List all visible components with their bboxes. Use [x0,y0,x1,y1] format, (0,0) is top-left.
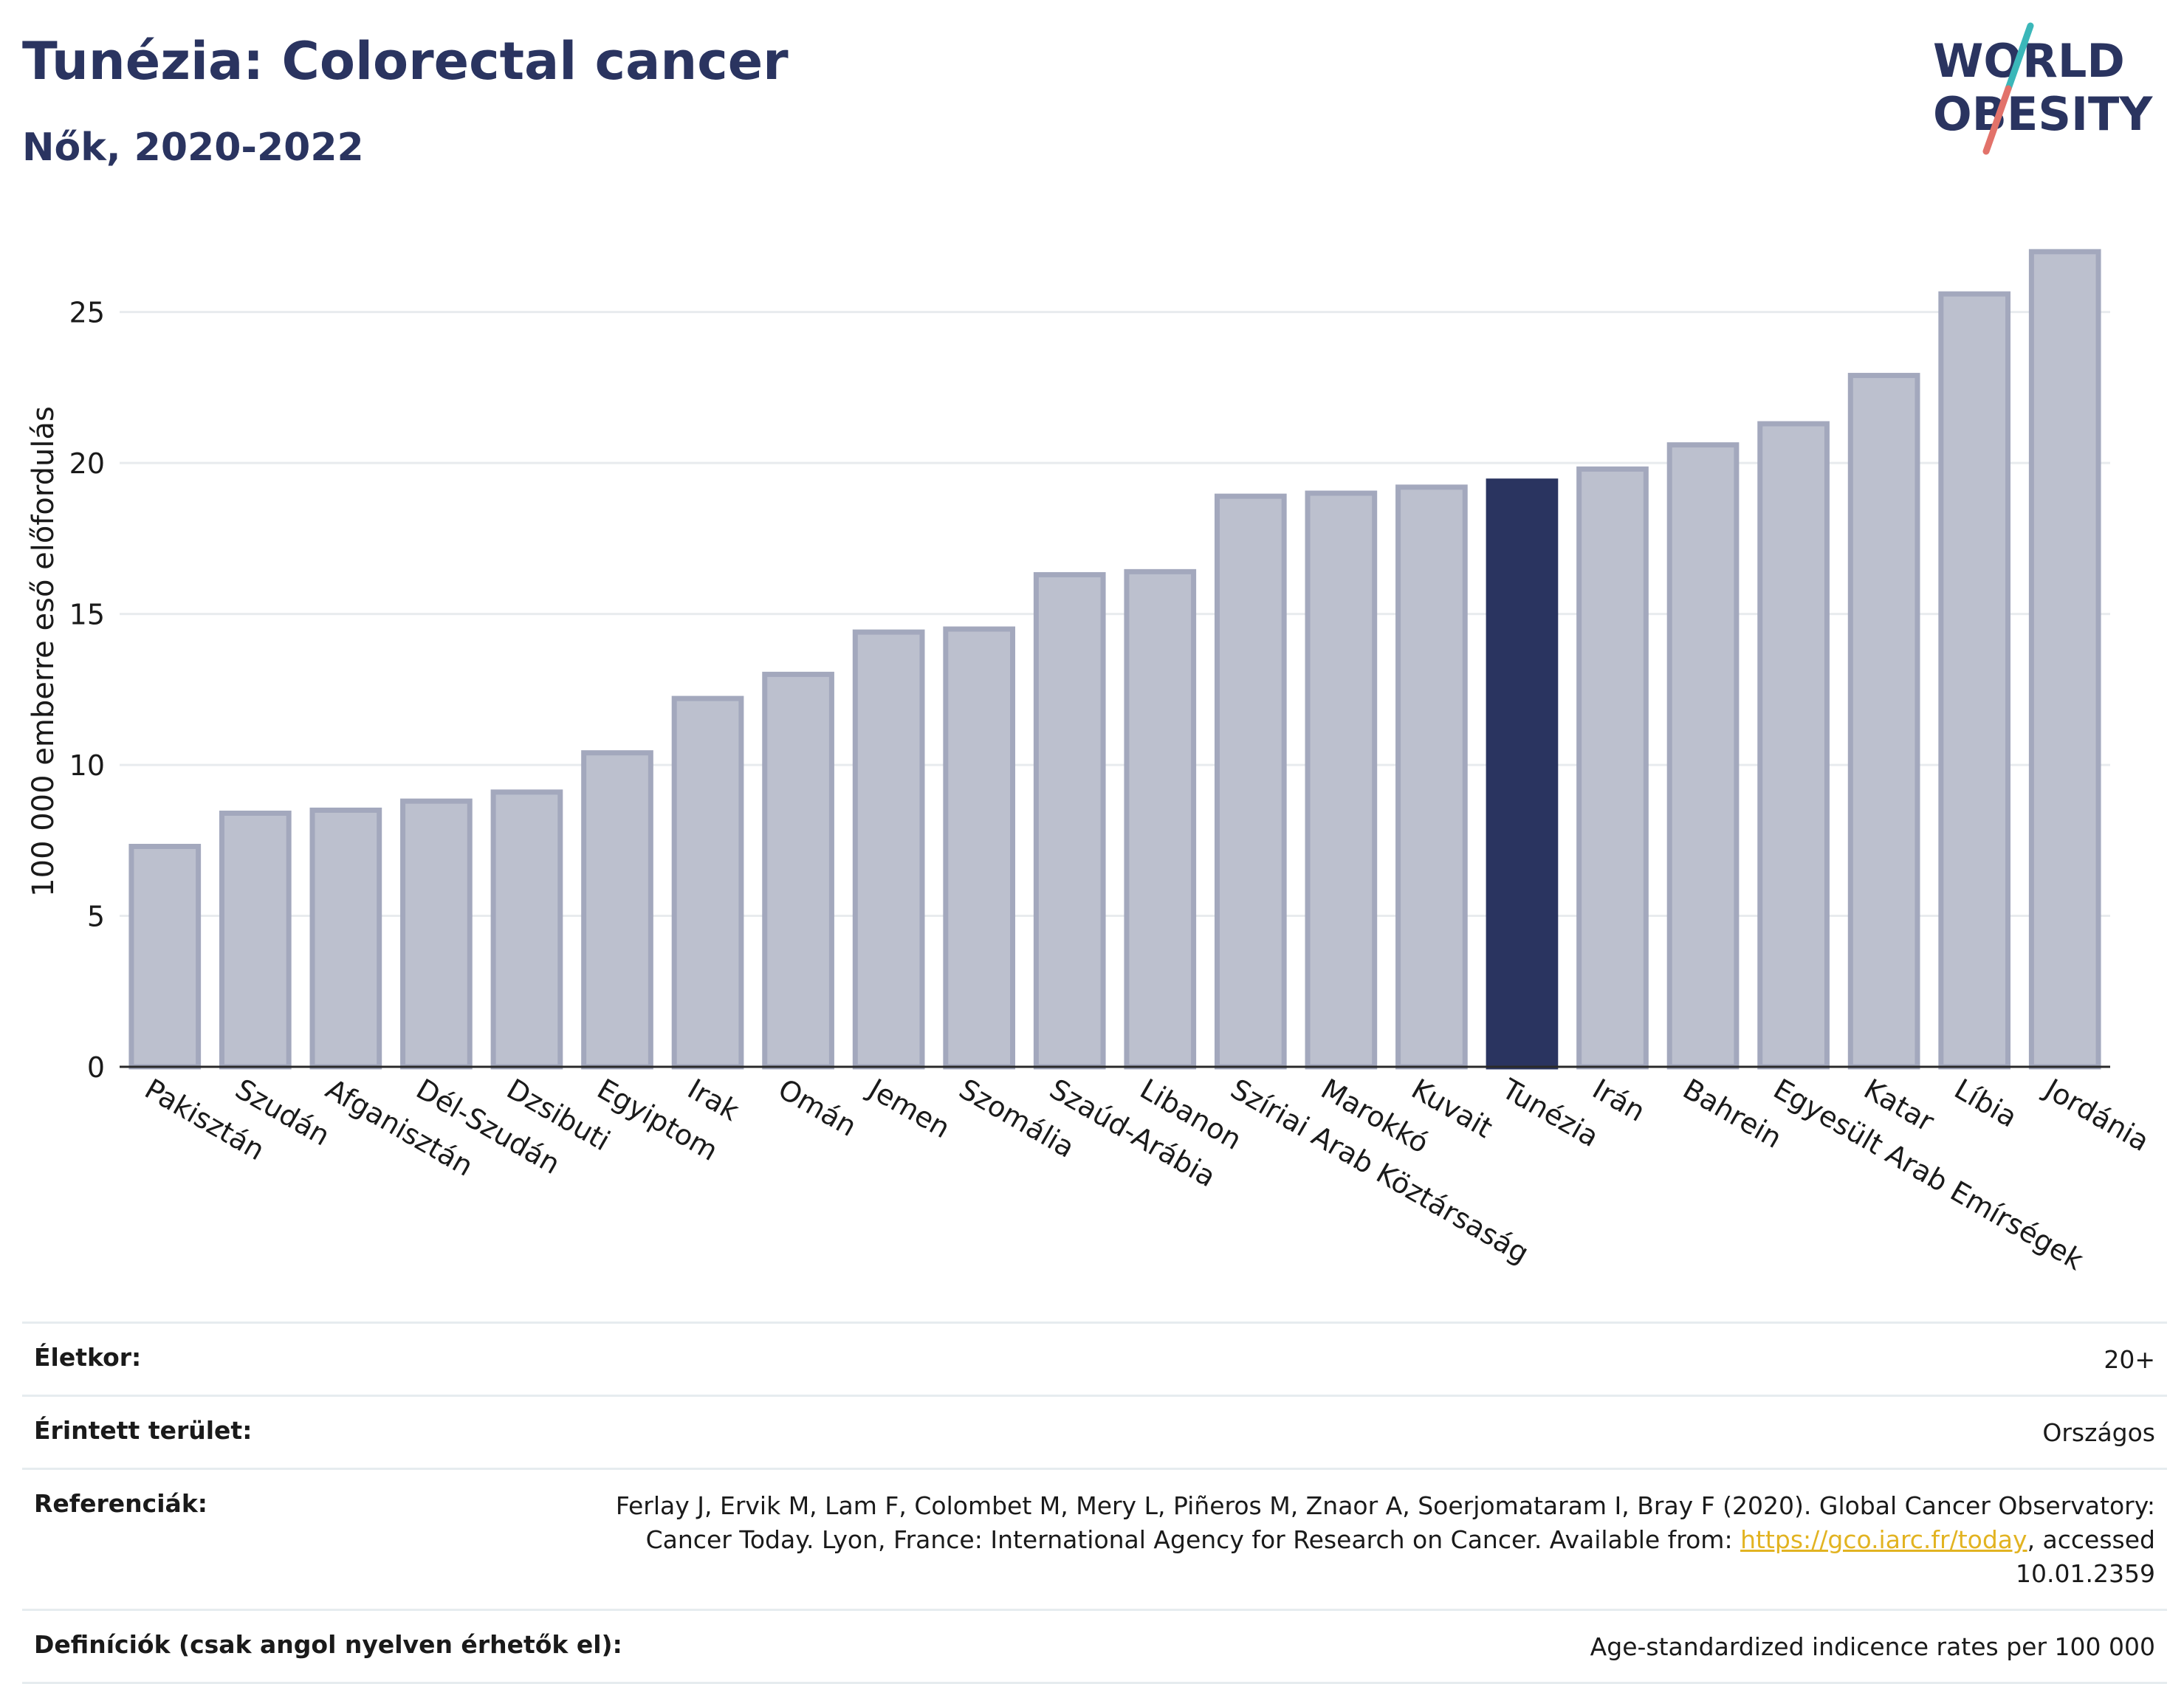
bar [1847,373,1920,1070]
info-label-definitions: Definíciók (csak angol nyelven érhetők e… [34,1630,622,1659]
bar [1666,442,1740,1070]
logo-text-obesity: OBESITY [1933,87,2153,141]
y-tick-label: 5 [87,901,105,933]
x-tick-label: Tunézia [1496,1072,1604,1153]
chart-title: Tunézia: Colorectal cancer [22,31,789,92]
bar [581,750,653,1070]
x-tick-label: Omán [773,1073,862,1143]
y-axis-title: 100 000 emberre eső előfordulás [27,406,61,897]
logo-text-world: WORLD [1933,34,2125,88]
bar [762,671,834,1070]
bar [400,798,473,1070]
x-tick-label: Jordánia [2038,1072,2154,1158]
info-label-area: Érintett terület: [34,1416,253,1445]
info-value-area: Országos [2042,1418,2155,1447]
logo-slash-teal [2005,22,2034,92]
info-table: Életkor: 20+ Érintett terület: Országos … [22,1322,2167,1684]
reference-text: Ferlay J, Ervik M, Lam F, Colombet M, Me… [615,1491,2155,1554]
info-value-definitions: Age-standardized indicence rates per 100… [1590,1632,2155,1661]
y-tick-label: 25 [69,297,105,329]
bar [1486,478,1559,1070]
bar [852,629,925,1070]
bar [1395,484,1468,1070]
info-value-age: 20+ [2104,1345,2155,1374]
bar [1124,568,1197,1070]
info-value-references: Ferlay J, Ervik M, Lam F, Colombet M, Me… [605,1489,2155,1591]
info-row-references: Referenciák: Ferlay J, Ervik M, Lam F, C… [22,1468,2167,1609]
bar [219,811,292,1070]
x-tick-label: Jemen [862,1072,955,1145]
world-obesity-logo: WORLD OBESITY [1933,22,2153,155]
x-tick-label: Bahrein [1678,1073,1788,1155]
reference-accessed: , accessed 10.01.2359 [2016,1525,2155,1588]
info-label-age: Életkor: [34,1343,142,1372]
y-tick-label: 10 [69,749,105,782]
info-row-definitions: Definíciók (csak angol nyelven érhetők e… [22,1609,2167,1684]
chart-subtitle: Nők, 2020-2022 [22,126,364,170]
bar [1938,291,2011,1070]
y-tick-label: 20 [69,447,105,480]
x-tick-label: Irak [682,1073,744,1127]
bar-chart: 0 5 10 15 20 25 100 000 emberre eső előfordulá… [27,249,2154,1276]
bar [1305,490,1378,1070]
bar [1757,421,1830,1070]
bar [490,789,563,1070]
y-tick-label: 0 [87,1051,105,1084]
logo-slash-coral [1982,85,2012,155]
bar [671,695,744,1070]
bar [309,807,382,1070]
bar [943,626,1016,1070]
y-tick-label: 15 [69,599,105,631]
bar [1033,571,1106,1070]
bar [1214,493,1287,1070]
bar [2028,249,2101,1070]
x-tick-label: Irán [1587,1073,1651,1128]
x-tick-label: Líbia [1949,1073,2023,1134]
bar [1576,466,1649,1070]
info-row-age: Életkor: 20+ [22,1322,2167,1395]
info-label-references: Referenciák: [34,1489,207,1518]
info-row-area: Érintett terület: Országos [22,1395,2167,1468]
bar [128,843,202,1070]
reference-link[interactable]: https://gco.iarc.fr/today [1740,1525,2027,1554]
